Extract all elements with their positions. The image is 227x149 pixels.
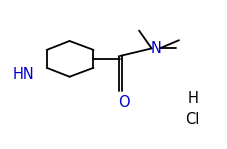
Text: Cl: Cl bbox=[185, 112, 199, 127]
Text: N: N bbox=[150, 41, 161, 56]
Text: HN: HN bbox=[13, 67, 35, 82]
Text: H: H bbox=[186, 91, 197, 106]
Text: O: O bbox=[118, 95, 129, 110]
